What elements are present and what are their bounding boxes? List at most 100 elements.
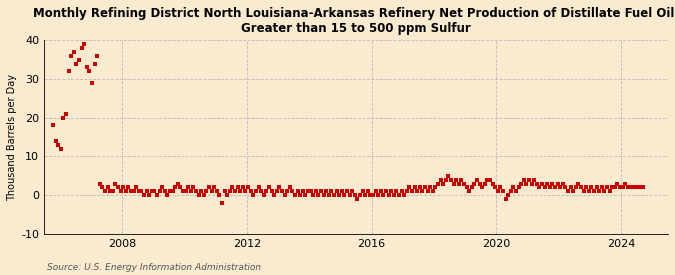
Point	[537, 182, 547, 186]
Point	[305, 189, 316, 194]
Point	[269, 193, 279, 197]
Point	[89, 61, 100, 66]
Point	[461, 185, 472, 190]
Point	[333, 193, 344, 197]
Point	[183, 185, 194, 190]
Point	[152, 193, 163, 197]
Point	[620, 182, 630, 186]
Point	[131, 185, 142, 190]
Point	[170, 185, 181, 190]
Point	[336, 189, 347, 194]
Point	[412, 189, 423, 194]
Point	[383, 193, 394, 197]
Point	[586, 185, 597, 190]
Point	[279, 193, 290, 197]
Point	[146, 189, 157, 194]
Point	[580, 185, 591, 190]
Point	[544, 185, 555, 190]
Point	[495, 185, 506, 190]
Point	[352, 197, 362, 201]
Point	[281, 189, 292, 194]
Point	[448, 182, 459, 186]
Point	[635, 185, 646, 190]
Point	[107, 189, 118, 194]
Point	[375, 189, 386, 194]
Point	[235, 189, 246, 194]
Point	[552, 182, 563, 186]
Point	[134, 189, 144, 194]
Point	[321, 189, 331, 194]
Point	[539, 185, 550, 190]
Point	[331, 189, 342, 194]
Point	[232, 185, 243, 190]
Point	[209, 185, 219, 190]
Point	[565, 185, 576, 190]
Point	[576, 185, 587, 190]
Point	[123, 185, 134, 190]
Point	[74, 57, 84, 62]
Point	[628, 185, 639, 190]
Point	[360, 193, 371, 197]
Point	[295, 193, 306, 197]
Point	[534, 185, 545, 190]
Point	[420, 185, 431, 190]
Point	[477, 185, 487, 190]
Point	[456, 178, 466, 182]
Point	[594, 189, 605, 194]
Point	[66, 54, 77, 58]
Point	[271, 189, 282, 194]
Point	[155, 189, 165, 194]
Point	[500, 197, 511, 201]
Point	[103, 185, 113, 190]
Point	[128, 189, 139, 194]
Point	[92, 54, 103, 58]
Point	[558, 182, 568, 186]
Point	[638, 185, 649, 190]
Point	[100, 189, 111, 194]
Point	[414, 185, 425, 190]
Point	[141, 189, 152, 194]
Point	[253, 185, 264, 190]
Point	[354, 193, 365, 197]
Point	[308, 193, 319, 197]
Point	[516, 182, 526, 186]
Point	[570, 185, 581, 190]
Point	[227, 185, 238, 190]
Point	[214, 193, 225, 197]
Point	[186, 189, 196, 194]
Point	[555, 185, 566, 190]
Point	[313, 193, 324, 197]
Point	[396, 189, 407, 194]
Point	[454, 182, 464, 186]
Point	[138, 193, 149, 197]
Point	[310, 189, 321, 194]
Point	[479, 182, 490, 186]
Point	[105, 189, 115, 194]
Point	[126, 189, 136, 194]
Point	[302, 189, 313, 194]
Point	[596, 185, 607, 190]
Point	[159, 189, 170, 194]
Point	[612, 182, 623, 186]
Point	[118, 185, 129, 190]
Point	[508, 185, 518, 190]
Point	[71, 61, 82, 66]
Point	[549, 185, 560, 190]
Point	[362, 189, 373, 194]
Point	[583, 189, 594, 194]
Point	[399, 193, 410, 197]
Point	[84, 69, 95, 73]
Point	[259, 193, 269, 197]
Point	[601, 185, 612, 190]
Point	[370, 189, 381, 194]
Point	[274, 185, 285, 190]
Point	[630, 185, 641, 190]
Point	[318, 193, 329, 197]
Point	[497, 189, 508, 194]
Point	[599, 189, 610, 194]
Point	[326, 189, 337, 194]
Point	[63, 69, 74, 73]
Point	[474, 182, 485, 186]
Point	[188, 185, 199, 190]
Point	[225, 189, 236, 194]
